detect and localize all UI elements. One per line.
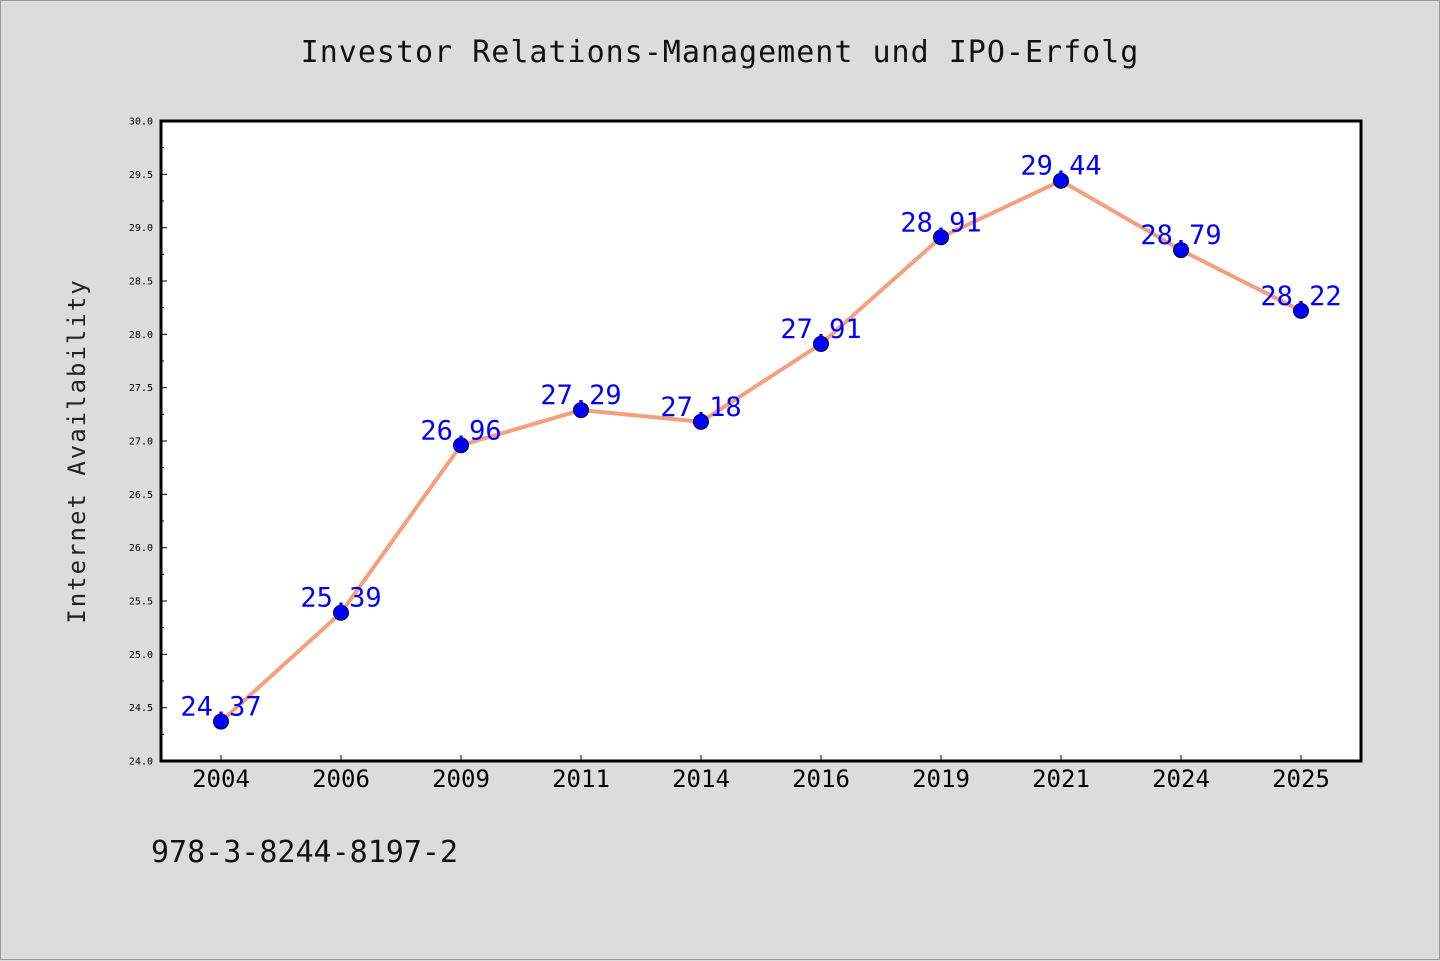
data-label: 28.79	[1140, 220, 1221, 251]
data-point-marker	[1293, 302, 1309, 319]
x-tick-label: 2006	[312, 765, 370, 793]
y-tick-label: 28.0	[129, 330, 153, 341]
x-axis: 2004 2006 2009 2011 2014 2016 2019 2021 2024 2025	[192, 755, 1330, 793]
data-point-marker	[213, 713, 229, 730]
series-markers	[213, 172, 1309, 730]
x-tick-label: 2011	[552, 765, 610, 793]
y-tick-label: 25.5	[129, 597, 153, 608]
data-point-marker	[573, 402, 589, 419]
data-label: 25.39	[300, 583, 381, 614]
x-tick-label: 2009	[432, 765, 490, 793]
data-label: 27.18	[660, 392, 741, 423]
x-tick-label: 2019	[912, 765, 970, 793]
y-tick-label: 27.5	[129, 383, 153, 394]
x-tick-label: 2025	[1272, 765, 1330, 793]
plot-area	[161, 121, 1361, 761]
x-tick-label: 2024	[1152, 765, 1210, 793]
chart-title: Investor Relations-Management und IPO-Er…	[300, 35, 1140, 70]
y-tick-label: 24.0	[129, 757, 153, 768]
data-label: 24.37	[180, 692, 261, 723]
data-point-marker	[333, 604, 349, 621]
y-tick-label: 29.0	[129, 223, 153, 234]
x-tick-label: 2004	[192, 765, 250, 793]
y-tick-label: 25.0	[129, 650, 153, 661]
data-label: 27.91	[780, 314, 861, 345]
data-labels: 24.37 25.39 26.96 27.29 27.18 27.91 28.91 29.44…	[180, 151, 1341, 723]
series-line	[219, 178, 1302, 724]
y-tick-label: 30.0	[129, 117, 153, 128]
y-tick-label: 26.5	[129, 490, 153, 501]
y-tick-label: 28.5	[129, 277, 153, 288]
data-point-marker	[933, 229, 949, 246]
data-point-marker	[813, 335, 829, 352]
data-point-marker	[693, 413, 709, 430]
y-tick-label: 29.5	[129, 170, 153, 181]
series-line-path	[219, 178, 1302, 724]
data-label: 29.44	[1020, 151, 1101, 182]
data-point-marker	[1173, 242, 1189, 259]
y-tick-label: 24.5	[129, 703, 153, 714]
data-label: 27.29	[540, 380, 621, 411]
x-tick-label: 2014	[672, 765, 730, 793]
isbn-text: 978-3-8244-8197-2	[151, 835, 459, 870]
data-point-marker	[453, 437, 469, 454]
y-tick-label: 27.0	[129, 437, 153, 448]
data-point-marker	[1053, 172, 1069, 189]
data-label: 28.91	[900, 207, 981, 238]
plot-frame	[159, 119, 1363, 763]
data-label: 26.96	[420, 415, 501, 446]
x-tick-label: 2021	[1032, 765, 1090, 793]
data-label: 28.22	[1260, 281, 1341, 312]
x-tick-label: 2016	[792, 765, 850, 793]
y-tick-label: 26.0	[129, 543, 153, 554]
